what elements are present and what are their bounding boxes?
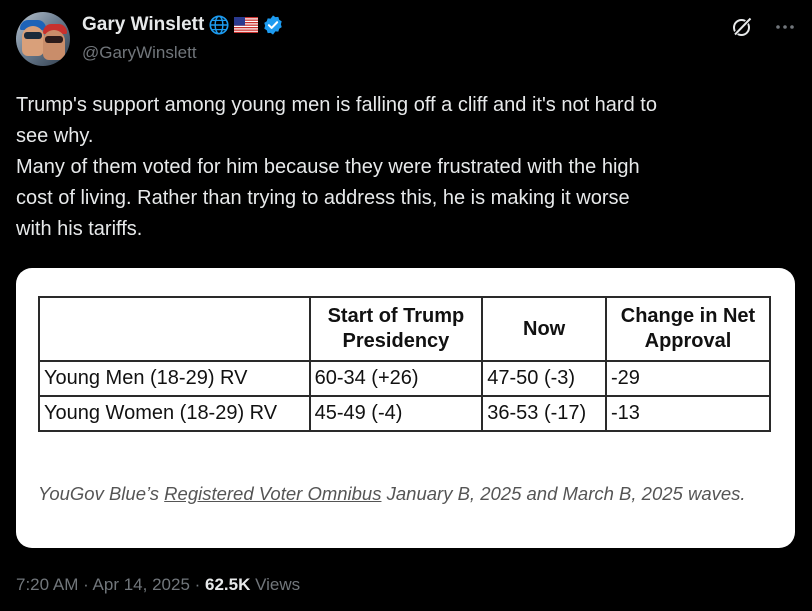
table-cell: 36-53 (-17) xyxy=(481,395,607,432)
grok-icon[interactable] xyxy=(730,15,754,39)
table-cell: Young Men (18-29) RV xyxy=(38,360,311,397)
table-header-cell: Start of Trump Presidency xyxy=(308,296,484,362)
verified-badge-icon xyxy=(264,15,283,35)
caption-prefix: YouGov Blue’s xyxy=(38,483,165,504)
table-cell: 47-50 (-3) xyxy=(481,360,607,397)
tweet-image[interactable]: Start of Trump Presidency Now Change in … xyxy=(16,268,795,548)
more-options-icon[interactable] xyxy=(774,16,796,38)
views-label: Views xyxy=(250,575,301,594)
table-cell: -13 xyxy=(604,395,772,432)
author-avatar[interactable] xyxy=(16,12,70,66)
table-cell: 45-49 (-4) xyxy=(308,395,484,432)
table-header-cell: Now xyxy=(481,296,607,362)
author-name-row[interactable]: Gary Winslett xyxy=(82,13,284,37)
author-handle[interactable]: @GaryWinslett xyxy=(82,43,197,62)
tweet-meta: 7:20 AM · Apr 14, 2025 · 62.5K Views xyxy=(16,575,300,595)
globe-icon xyxy=(209,15,229,35)
poll-table: Start of Trump Presidency Now Change in … xyxy=(38,296,772,432)
table-cell: 60-34 (+26) xyxy=(308,360,484,397)
us-flag-icon xyxy=(234,17,259,33)
table-cell: Young Women (18-29) RV xyxy=(38,395,311,432)
table-header-cell: Change in Net Approval xyxy=(604,296,772,362)
tweet-text: Trump's support among young men is falli… xyxy=(16,94,657,240)
table-header-cell xyxy=(38,296,311,362)
table-row: Young Women (18-29) RV 45-49 (-4) 36-53 … xyxy=(38,395,772,432)
table-row: Young Men (18-29) RV 60-34 (+26) 47-50 (… xyxy=(38,360,772,397)
table-cell: -29 xyxy=(604,360,772,397)
caption-suffix: January B, 2025 and March B, 2025 waves. xyxy=(381,483,746,504)
image-caption: YouGov Blue’s Registered Voter Omnibus J… xyxy=(38,478,758,509)
views-count: 62.5K xyxy=(205,575,251,594)
caption-link: Registered Voter Omnibus xyxy=(164,483,382,504)
table-header-row: Start of Trump Presidency Now Change in … xyxy=(38,296,772,362)
author-name[interactable]: Gary Winslett xyxy=(82,14,205,35)
timestamp[interactable]: 7:20 AM · Apr 14, 2025 · xyxy=(16,575,206,594)
